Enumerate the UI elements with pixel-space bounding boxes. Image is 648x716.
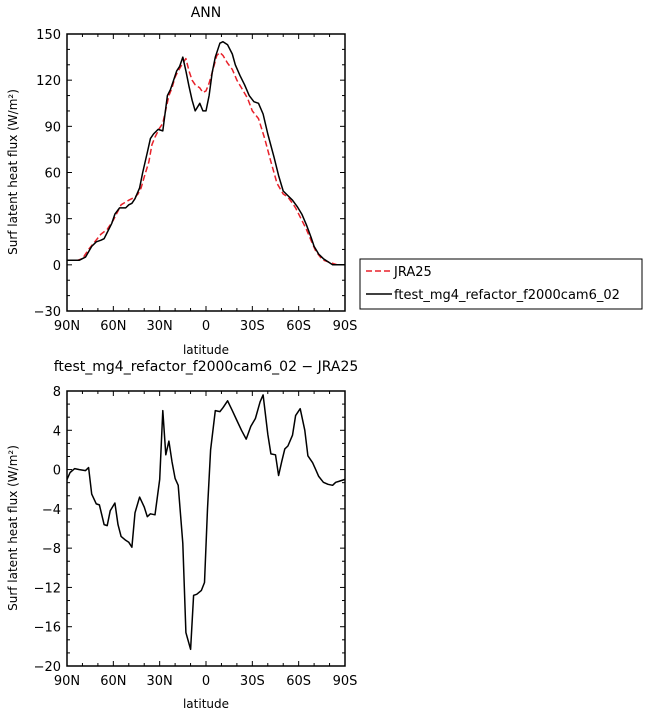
bottom-chart-y-axis-label: Surf latent heat flux (W/m²) <box>6 445 20 611</box>
top-chart-y-tick-label: 150 <box>36 28 61 43</box>
bottom-chart-y-tick-label: 4 <box>53 424 61 439</box>
bottom-chart: ftest_mg4_refactor_f2000cam6_02 − JRA25 … <box>6 359 358 711</box>
bottom-chart-title: ftest_mg4_refactor_f2000cam6_02 − JRA25 <box>54 359 359 375</box>
bottom-chart-x-tick-label: 30N <box>147 674 173 689</box>
top-chart-x-tick-label: 60S <box>286 319 311 334</box>
bottom-chart-y-tick-label: −12 <box>34 581 61 596</box>
bottom-chart-x-tick-label: 90N <box>54 674 80 689</box>
top-chart-x-tick-label: 60N <box>100 319 126 334</box>
top-chart-y-tick-label: 120 <box>36 74 61 89</box>
bottom-chart-y-tick-label: 0 <box>53 464 61 479</box>
top-chart-x-tick-label: 30S <box>240 319 265 334</box>
top-chart: ANN 90N 60N 30N 0 30S 60S 90S−300306090120150 … <box>6 5 357 357</box>
top-chart-y-tick-label: −30 <box>34 305 61 320</box>
bottom-chart-x-tick-label: 60N <box>100 674 126 689</box>
top-chart-series-line-1 <box>67 51 345 266</box>
top-chart-y-tick-label: 0 <box>53 259 61 274</box>
bottom-chart-x-tick-label: 30S <box>240 674 265 689</box>
top-chart-y-axis-label: Surf latent heat flux (W/m²) <box>6 89 20 255</box>
top-chart-x-tick-label: 90N <box>54 319 80 334</box>
top-chart-x-tick-label: 0 <box>202 319 210 334</box>
top-chart-series <box>67 40 345 266</box>
top-chart-ticks: 90N 60N 30N 0 30S 60S 90S −30 0 30 60 90 120 150 <box>34 28 358 334</box>
top-chart-y-tick-label: 90 <box>44 120 61 135</box>
bottom-chart-y-tick-label: −16 <box>34 621 61 636</box>
legend-box <box>359 258 643 310</box>
bottom-chart-y-tick-label: 8 <box>53 385 61 400</box>
top-chart-title: ANN <box>191 5 222 21</box>
legend-label-model: ftest_mg4_refactor_f2000cam6_02 <box>394 288 620 303</box>
legend: JRA25 ftest_mg4_refactor_f2000cam6_02 <box>359 258 643 310</box>
top-chart-y-tick-label: 60 <box>44 167 61 182</box>
bottom-chart-x-tick-label: 0 <box>202 674 210 689</box>
bottom-chart-series <box>66 394 346 651</box>
bottom-chart-x-tick-label: 90S <box>333 674 358 689</box>
bottom-chart-y-tick-label: −8 <box>42 542 61 557</box>
top-chart-x-axis-label: latitude <box>183 343 229 357</box>
bottom-chart-x-axis-label: latitude <box>183 697 229 711</box>
bottom-chart-y-tick-label: −20 <box>34 660 61 675</box>
top-chart-x-tick-label: 30N <box>147 319 173 334</box>
top-chart-frame <box>66 33 346 312</box>
bottom-chart-series-line-1 <box>66 394 346 651</box>
top-chart-x-tick-label: 90S <box>333 319 358 334</box>
legend-label-jra25: JRA25 <box>393 265 432 280</box>
bottom-chart-y-tick-label: −4 <box>42 503 61 518</box>
bottom-chart-x-tick-label: 60S <box>286 674 311 689</box>
bottom-chart-ticks: 90N 60N 30N 0 30S 60S 90S −20 −16 −12 −8 −4 0 4 8 <box>34 385 358 689</box>
top-chart-y-tick-label: 30 <box>44 213 61 228</box>
top-chart-series-line-2 <box>67 40 345 266</box>
